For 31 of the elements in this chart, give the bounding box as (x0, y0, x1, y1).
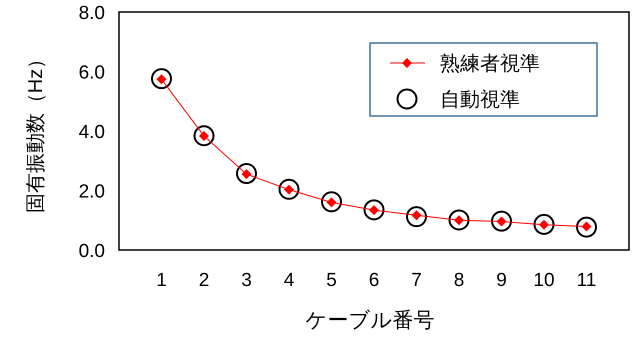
point (491, 210, 512, 232)
x-tick-label: 3 (241, 270, 252, 291)
x-tick-label: 8 (454, 270, 464, 291)
legend-label: 自動視準 (440, 89, 520, 111)
y-tick-label: 4.0 (78, 122, 105, 143)
y-tick-label: 8.0 (78, 3, 105, 24)
x-tick-label: 7 (411, 270, 422, 291)
point (194, 125, 214, 146)
x-tick-label: 11 (576, 270, 596, 291)
x-tick-label: 4 (284, 270, 295, 291)
legend-label: 熟練者視準 (440, 53, 540, 75)
y-tick-label: 0.0 (78, 241, 105, 262)
x-tick-label: 9 (496, 270, 507, 291)
x-tick-label: 2 (198, 270, 210, 291)
y-tick-label: 6.0 (78, 62, 105, 84)
point (151, 68, 172, 90)
point (534, 214, 554, 235)
point (448, 209, 470, 230)
point (576, 216, 597, 238)
x-tick-label: 1 (156, 270, 167, 291)
point (364, 199, 384, 220)
point (278, 178, 300, 200)
point (406, 206, 427, 228)
y-axis-title: 固有振動数（Hz） (25, 48, 47, 214)
x-tick-label: 5 (326, 270, 337, 291)
point (236, 163, 257, 184)
x-axis-title: ケーブル番号 (306, 309, 434, 332)
x-tick-label: 6 (368, 270, 380, 291)
point (321, 191, 342, 212)
y-tick-label: 2.0 (78, 182, 105, 202)
x-tick-label: 10 (533, 270, 555, 291)
